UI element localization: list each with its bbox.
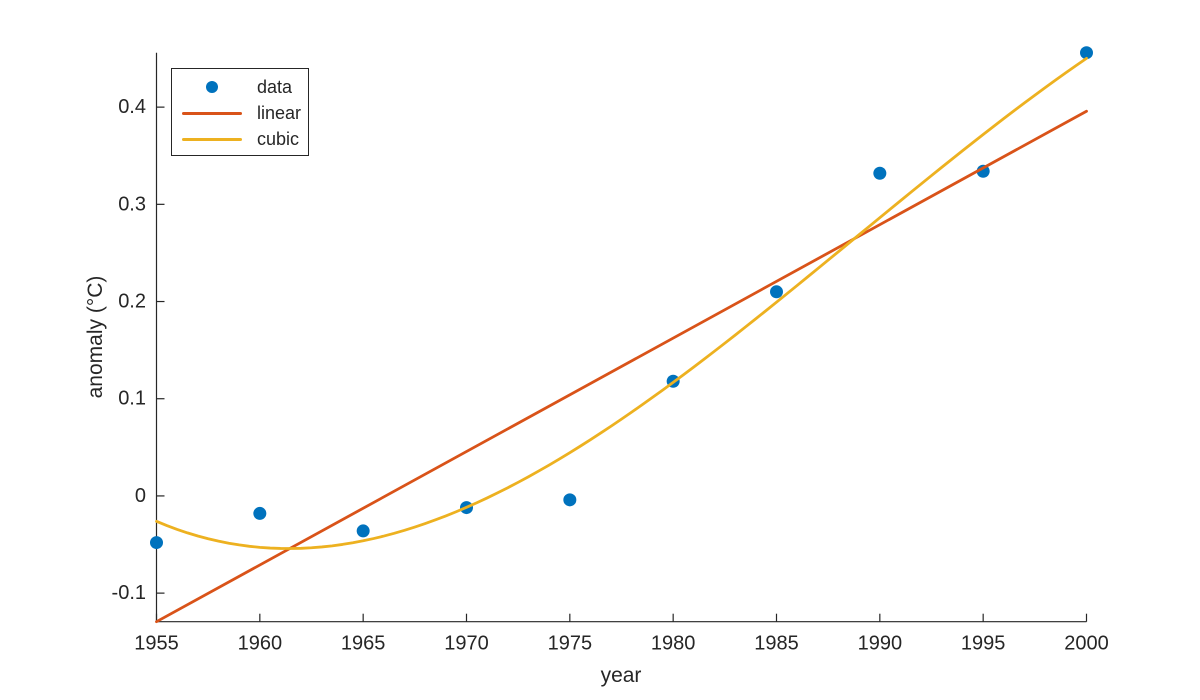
- legend-marker-area: [182, 81, 242, 93]
- x-tick-label: 1990: [858, 632, 903, 654]
- legend-label-linear: linear: [257, 103, 302, 123]
- legend-marker-area: [182, 137, 242, 141]
- linear-line-icon: [182, 111, 242, 115]
- y-tick-label: 0.4: [118, 96, 146, 118]
- y-tick-label: -0.1: [112, 582, 146, 604]
- data-point: [1080, 46, 1093, 60]
- linear-fit-line: [155, 109, 1088, 624]
- legend-entry-linear: linear: [172, 100, 308, 126]
- legend-label-cubic: cubic: [257, 129, 300, 149]
- legend-entry-data: data: [172, 74, 308, 100]
- y-tick-label: 0: [135, 485, 146, 507]
- x-tick-label: 2000: [1064, 632, 1109, 654]
- legend-entry-cubic: cubic: [172, 126, 308, 152]
- cubic-fit-curve: [155, 56, 1088, 550]
- y-tick-label: 0.1: [118, 388, 146, 410]
- y-tick-label: 0.2: [118, 291, 146, 313]
- data-point: [873, 166, 887, 180]
- x-tick-label: 1980: [651, 632, 696, 654]
- data-point: [770, 285, 783, 299]
- data-point: [253, 506, 267, 520]
- legend: data linear cubic: [171, 68, 309, 156]
- legend-label-data: data: [257, 77, 293, 97]
- x-tick-label: 1965: [341, 632, 386, 654]
- legend-marker-area: [182, 111, 242, 115]
- y-axis-label: anomaly (°C): [84, 275, 107, 399]
- y-tick-label: 0.3: [118, 193, 146, 215]
- x-tick-label: 1975: [548, 632, 593, 654]
- data-point: [150, 536, 163, 550]
- x-tick-label: 1955: [134, 632, 179, 654]
- x-tick-label: 1985: [754, 632, 799, 654]
- data-marker-icon: [206, 81, 218, 93]
- data-point: [356, 524, 370, 538]
- x-tick-label: 1960: [238, 632, 283, 654]
- data-point: [976, 164, 990, 178]
- cubic-line-icon: [182, 137, 242, 141]
- data-point: [563, 493, 577, 507]
- x-axis-label: year: [600, 664, 642, 687]
- x-tick-label: 1970: [444, 632, 489, 654]
- x-tick-label: 1995: [961, 632, 1006, 654]
